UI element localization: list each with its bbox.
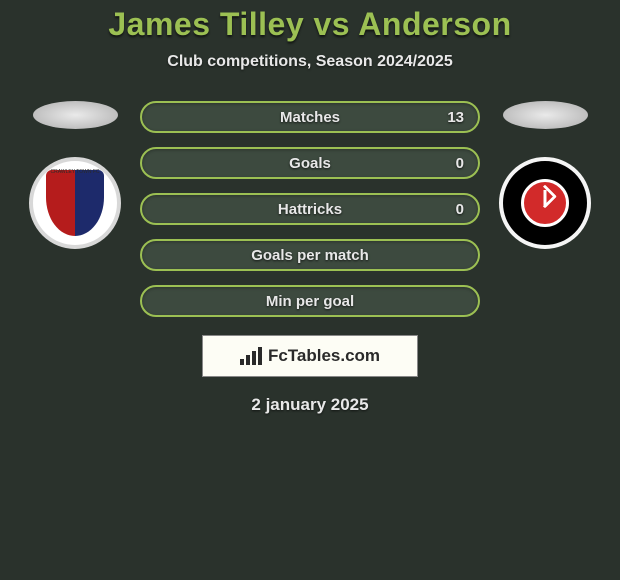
stat-value-right: 0	[456, 155, 464, 172]
brand-watermark: FcTables.com	[202, 335, 418, 377]
chart-icon	[240, 347, 262, 365]
main-row: Matches 13 Goals 0 Hattricks 0 Goals per…	[0, 101, 620, 317]
date-line: 2 january 2025	[0, 395, 620, 415]
player-avatar-left	[33, 101, 118, 129]
club-badge-left	[29, 157, 121, 249]
stat-label: Min per goal	[266, 293, 354, 310]
stats-column: Matches 13 Goals 0 Hattricks 0 Goals per…	[140, 101, 480, 317]
stat-label: Goals	[289, 155, 331, 172]
stat-bar-goals: Goals 0	[140, 147, 480, 179]
club-badge-right	[499, 157, 591, 249]
left-player-column	[20, 101, 130, 249]
page-title: James Tilley vs Anderson	[0, 6, 620, 43]
stat-label: Hattricks	[278, 201, 342, 218]
brand-text: FcTables.com	[268, 346, 380, 366]
infographic-container: James Tilley vs Anderson Club competitio…	[0, 0, 620, 415]
stat-bar-min-per-goal: Min per goal	[140, 285, 480, 317]
stat-value-right: 0	[456, 201, 464, 218]
subtitle: Club competitions, Season 2024/2025	[0, 53, 620, 71]
right-player-column	[490, 101, 600, 249]
stat-label: Goals per match	[251, 247, 369, 264]
stat-label: Matches	[280, 109, 340, 126]
stat-bar-hattricks: Hattricks 0	[140, 193, 480, 225]
stat-bar-goals-per-match: Goals per match	[140, 239, 480, 271]
stat-value-right: 13	[447, 109, 464, 126]
player-avatar-right	[503, 101, 588, 129]
club-badge-right-inner	[521, 179, 569, 227]
stat-bar-matches: Matches 13	[140, 101, 480, 133]
